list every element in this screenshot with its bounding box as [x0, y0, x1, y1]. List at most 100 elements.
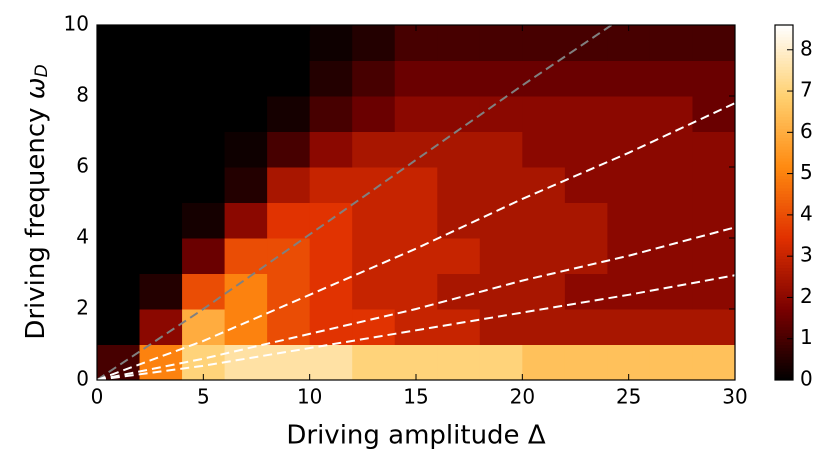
x-tick-label: 0 [91, 385, 104, 409]
colorbar-segment [775, 335, 793, 340]
heatmap-cell [139, 202, 183, 239]
heatmap-cell [139, 96, 183, 132]
colorbar-segment [775, 122, 793, 127]
heatmap-cell [437, 60, 481, 97]
colorbar-segment [775, 211, 793, 215]
colorbar-segment [775, 208, 793, 212]
colorbar-segment [775, 193, 793, 198]
heatmap-cell [267, 344, 311, 380]
heatmap-cell [479, 344, 523, 380]
colorbar-tick-label: 3 [800, 243, 813, 267]
colorbar-segment [775, 356, 793, 360]
colorbar-segment [775, 39, 793, 44]
heatmap-cell [437, 309, 481, 345]
heatmap-cell [182, 60, 226, 97]
colorbar-segment [775, 87, 793, 91]
heatmap-cell [309, 238, 353, 274]
heatmap-cell [564, 309, 608, 345]
heatmap-cell [139, 60, 183, 97]
y-label-text: Driving frequency [21, 107, 51, 339]
colorbar-segment [775, 140, 793, 144]
heatmap-cell [479, 96, 523, 132]
heatmap-cell [267, 238, 311, 274]
heatmap-cell [607, 60, 651, 97]
colorbar-segment [775, 323, 793, 328]
heatmap-cell [607, 167, 651, 203]
heatmap-cell [97, 238, 141, 274]
colorbar-segment [775, 57, 793, 61]
heatmap-cell [182, 202, 226, 239]
colorbar-segment [775, 294, 793, 298]
colorbar-segment [775, 164, 793, 168]
x-tick-label: 5 [197, 385, 210, 409]
colorbar-segment [775, 344, 793, 348]
heatmap-cell [437, 344, 481, 380]
heatmap-cell [522, 60, 566, 97]
heatmap-cell [224, 344, 268, 380]
heatmap-cell [522, 344, 566, 380]
heatmap-cell [139, 309, 183, 345]
colorbar-segment [775, 332, 793, 337]
colorbar-tick-label: 0 [800, 367, 813, 391]
heatmap-cell [309, 96, 353, 132]
heatmap-cell [352, 25, 396, 61]
y-tick-label: 6 [76, 154, 89, 178]
colorbar-segment [775, 25, 793, 29]
heatmap-cell [224, 25, 268, 61]
colorbar-segment [775, 187, 793, 192]
y-label-subscript: D [32, 64, 52, 77]
heatmap-cell [224, 60, 268, 97]
heatmap-cell [437, 273, 481, 310]
colorbar-segment [775, 267, 793, 272]
colorbar-tick-label: 4 [800, 201, 813, 225]
colorbar-segment [775, 329, 793, 334]
heatmap-cell [267, 96, 311, 132]
colorbar-segment [775, 125, 793, 130]
heatmap-cell [309, 60, 353, 97]
colorbar-segment [775, 137, 793, 141]
colorbar-segment [775, 341, 793, 345]
heatmap-cell [267, 167, 311, 203]
y-tick-label: 4 [76, 225, 89, 249]
heatmap-cell [139, 25, 183, 61]
colorbar-segment [775, 282, 793, 286]
heatmap-cell [522, 202, 566, 239]
heatmap-cell [564, 131, 608, 168]
colorbar-segment [775, 205, 793, 209]
colorbar-segment [775, 249, 793, 254]
colorbar-segment [775, 377, 793, 381]
colorbar-segment [775, 368, 793, 372]
colorbar-segment [775, 181, 793, 186]
heatmap-cell [309, 25, 353, 61]
colorbar-segment [775, 243, 793, 248]
colorbar-segment [775, 152, 793, 156]
heatmap-cell [692, 273, 735, 310]
heatmap-cell [267, 309, 311, 345]
heatmap-cell [649, 202, 693, 239]
colorbar-segment [775, 175, 793, 180]
colorbar-segment [775, 45, 793, 50]
colorbar-frame [774, 24, 794, 381]
x-tick-label: 20 [510, 385, 535, 409]
heatmap-cell [309, 131, 353, 168]
resonance-line [97, 274, 735, 380]
colorbar-segment [775, 96, 793, 100]
colorbar-segment [775, 309, 793, 313]
colorbar-segment [775, 362, 793, 366]
heatmap-cell [607, 202, 651, 239]
heatmap-cell [224, 96, 268, 132]
colorbar-segment [775, 317, 793, 322]
colorbar-segment [775, 48, 793, 53]
y-tick-label: 2 [76, 296, 89, 320]
heatmap-cell [309, 167, 353, 203]
colorbar-segment [775, 338, 793, 343]
colorbar-segment [775, 161, 793, 165]
resonance-line [97, 102, 735, 380]
colorbar-segment [775, 98, 793, 103]
heatmap-cell [182, 309, 226, 345]
colorbar-segment [775, 36, 793, 41]
resonance-line [97, 226, 735, 380]
heatmap-cell [479, 131, 523, 168]
heatmap-cell [437, 167, 481, 203]
